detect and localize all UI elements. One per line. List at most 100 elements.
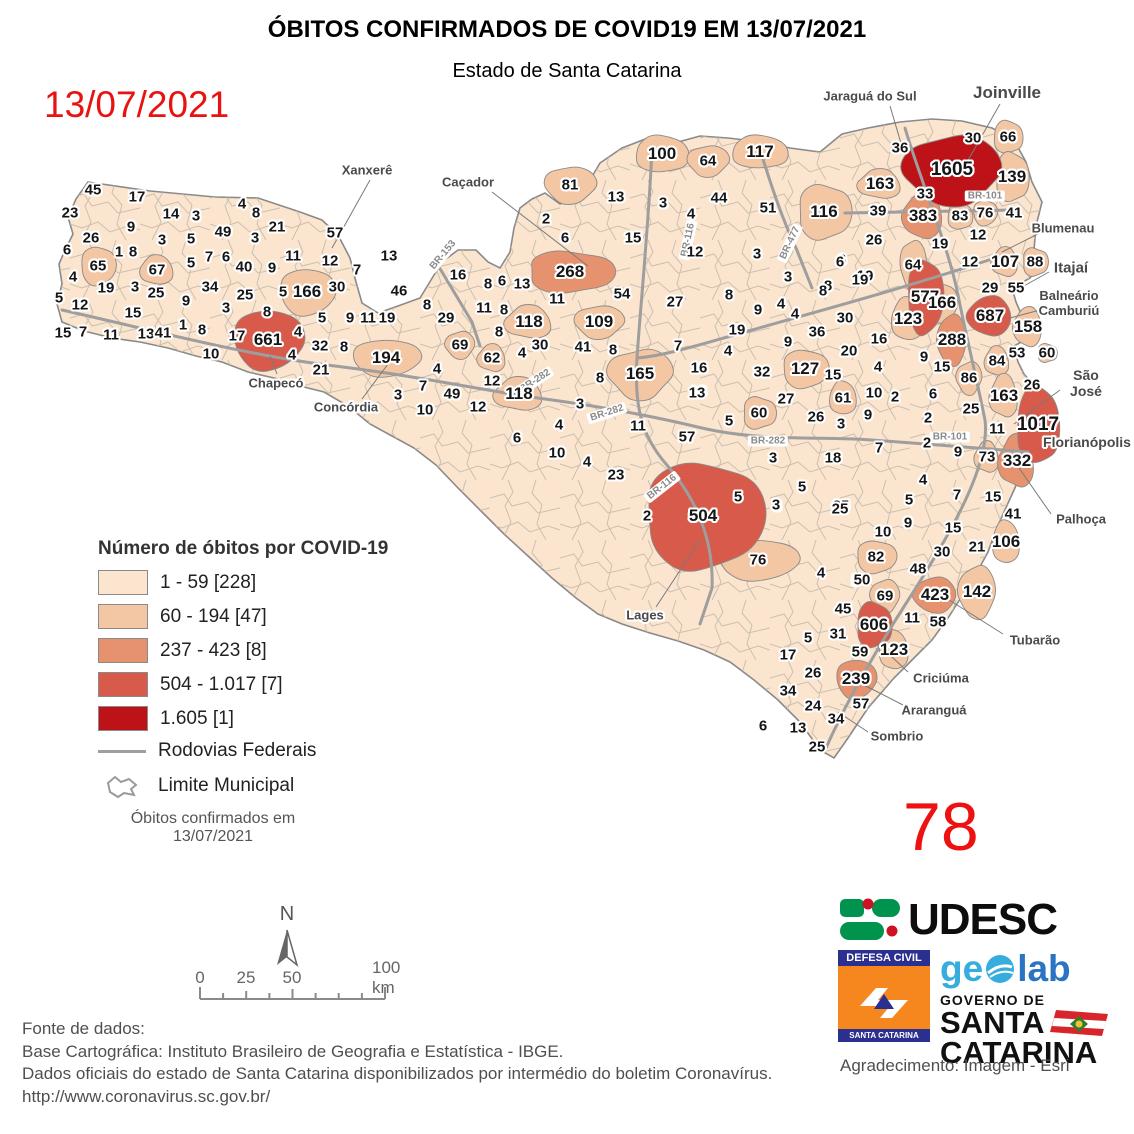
legend-note: Óbitos confirmados em 13/07/2021: [130, 810, 296, 845]
death-count-label: 30: [328, 278, 346, 296]
death-count-label: 118: [505, 384, 533, 403]
death-count-label: 26: [865, 231, 883, 249]
date-overlay: 13/07/2021: [44, 84, 230, 125]
death-count-label: 19: [931, 235, 949, 253]
death-count-label: 65: [89, 257, 107, 275]
death-count-label: 10: [416, 401, 434, 419]
legend-class-row-1: 60 - 194 [47]: [98, 604, 428, 629]
death-count-label: 9: [753, 301, 763, 319]
death-count-label: 6: [758, 717, 768, 735]
death-count-label: 26: [82, 229, 100, 247]
death-count-label: 3: [250, 229, 260, 247]
death-count-label: 30: [836, 309, 854, 327]
municipality-fill-65: [81, 246, 117, 287]
death-count-label: 17: [228, 327, 246, 345]
death-count-label: 5: [724, 412, 734, 430]
governo-line1: GOVERNO DE: [940, 992, 1045, 1008]
municipality-fill-82: [857, 540, 898, 575]
north-arrow-right: [286, 929, 299, 968]
death-count-label: 30: [933, 543, 951, 561]
leader-line-Araranguá: [861, 683, 904, 706]
death-count-label: 3: [157, 231, 167, 249]
death-count-label: 8: [128, 243, 138, 261]
leader-line-Lages: [655, 539, 701, 608]
leader-line-Balneário-Camburiú: [1009, 309, 1041, 319]
death-count-label: 41: [1005, 204, 1023, 222]
death-count-label: 86: [960, 369, 978, 387]
road-shield-BR-282: BR-282: [747, 435, 789, 447]
death-count-label: 5: [904, 491, 914, 509]
death-count-label: 50: [853, 571, 871, 589]
death-count-label: 20: [840, 342, 858, 360]
death-count-label: 69: [876, 587, 894, 605]
death-count-label: 59: [851, 643, 869, 661]
death-count-label: 5: [851, 572, 861, 590]
death-count-label: 12: [686, 243, 704, 261]
death-count-label: 3: [221, 299, 231, 317]
city-label-Sombrio: Sombrio: [870, 728, 924, 744]
city-label-Balneário-Camburiú: Balneário Camburiú: [1038, 288, 1100, 318]
death-count-label: 88: [1026, 253, 1044, 271]
data-source-block: Fonte de dados: Base Cartográfica: Insti…: [22, 1018, 772, 1108]
death-count-label: 9: [953, 443, 963, 461]
death-count-label: 69: [451, 336, 469, 354]
legend-class-label-3: 504 - 1.017 [7]: [160, 673, 283, 695]
legend-class-label-0: 1 - 59 [228]: [160, 571, 257, 593]
death-count-label: 29: [437, 309, 455, 327]
death-count-label: 158: [1013, 317, 1043, 336]
legend-swatch-3: [98, 672, 148, 697]
death-count-label: 109: [584, 312, 614, 331]
death-count-label: 8: [339, 338, 349, 356]
death-count-label: 60: [1038, 344, 1056, 362]
sc-flag-icon: [1050, 1010, 1109, 1036]
death-count-label: 26: [807, 408, 825, 426]
municipality-fill-88: [1023, 247, 1049, 277]
municipality-fill-163: [856, 168, 901, 199]
scalebar-ticks: [199, 987, 386, 1000]
death-count-label: 13: [689, 383, 707, 401]
death-count-label: 5: [278, 283, 288, 301]
death-count-label: 25: [962, 400, 980, 418]
municipality-fill-69: [444, 330, 476, 360]
municipality-fill-84: [983, 345, 1010, 376]
death-count-label: 163: [865, 174, 895, 193]
death-count-label: 61: [834, 389, 852, 407]
death-count-label: 34: [827, 710, 845, 728]
defesa-civil-subtitle: SANTA CATARINA: [838, 1029, 930, 1042]
death-count-label: 4: [293, 323, 303, 341]
legend-swatch-2: [98, 638, 148, 663]
udesc-icon: [840, 898, 900, 940]
death-count-label: 53: [1008, 344, 1026, 362]
death-count-label: 84: [988, 352, 1006, 370]
death-count-label: 11: [630, 417, 646, 435]
municipality-fill-606: [857, 601, 893, 649]
death-count-label: 36: [891, 139, 909, 157]
death-count-label: 25: [831, 500, 849, 518]
death-count-label: 58: [929, 613, 947, 631]
death-count-label: 6: [837, 251, 847, 269]
death-count-label: 11: [549, 290, 565, 308]
death-count-label: 117: [746, 142, 774, 161]
leader-line-São-José: [1013, 389, 1061, 425]
death-count-label: 5: [803, 629, 813, 647]
death-count-label: 13: [607, 188, 625, 206]
death-count-label: 55: [1007, 279, 1025, 297]
death-count-label: 4: [287, 346, 297, 364]
death-count-label: 606: [859, 615, 889, 634]
city-label-Lages: Lages: [626, 607, 664, 623]
death-count-label: 9: [267, 259, 277, 277]
death-count-label: 15: [124, 304, 142, 322]
death-count-label: 4: [554, 416, 564, 434]
death-count-label: 8: [499, 301, 509, 319]
death-count-label: 7: [874, 439, 884, 457]
legend-roads-label: Rodovias Federais: [158, 740, 317, 761]
road-line-icon: [98, 749, 146, 753]
death-count-label: 4: [517, 344, 527, 362]
death-count-label: 142: [962, 582, 992, 601]
death-count-label: 8: [422, 296, 432, 314]
death-count-label: 25: [832, 497, 850, 515]
death-count-label: 8: [595, 369, 605, 387]
scale-tick-0: 0: [195, 968, 205, 987]
